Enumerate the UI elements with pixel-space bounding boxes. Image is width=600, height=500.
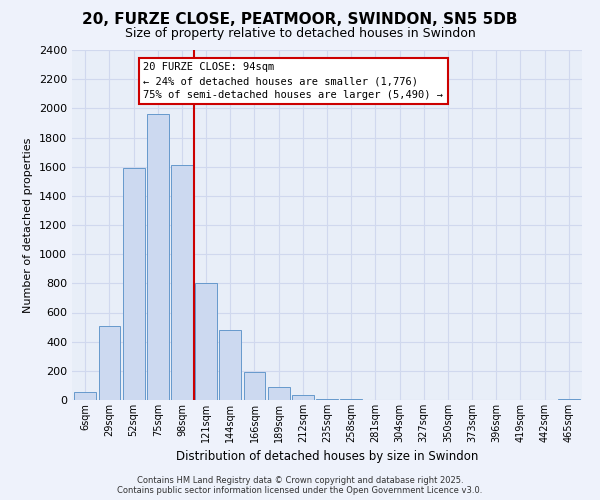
Bar bbox=[123, 168, 145, 400]
Bar bbox=[171, 165, 193, 400]
Bar bbox=[292, 395, 314, 400]
Bar bbox=[220, 330, 241, 400]
Bar bbox=[316, 398, 338, 400]
Bar bbox=[74, 392, 96, 400]
Bar bbox=[244, 372, 265, 400]
Text: Size of property relative to detached houses in Swindon: Size of property relative to detached ho… bbox=[125, 28, 475, 40]
Bar bbox=[268, 387, 290, 400]
Text: 20, FURZE CLOSE, PEATMOOR, SWINDON, SN5 5DB: 20, FURZE CLOSE, PEATMOOR, SWINDON, SN5 … bbox=[82, 12, 518, 28]
Y-axis label: Number of detached properties: Number of detached properties bbox=[23, 138, 34, 312]
Text: 20 FURZE CLOSE: 94sqm
← 24% of detached houses are smaller (1,776)
75% of semi-d: 20 FURZE CLOSE: 94sqm ← 24% of detached … bbox=[143, 62, 443, 100]
X-axis label: Distribution of detached houses by size in Swindon: Distribution of detached houses by size … bbox=[176, 450, 478, 464]
Bar bbox=[195, 284, 217, 400]
Bar bbox=[558, 398, 580, 400]
Text: Contains HM Land Registry data © Crown copyright and database right 2025.
Contai: Contains HM Land Registry data © Crown c… bbox=[118, 476, 482, 495]
Bar bbox=[98, 326, 121, 400]
Bar bbox=[147, 114, 169, 400]
